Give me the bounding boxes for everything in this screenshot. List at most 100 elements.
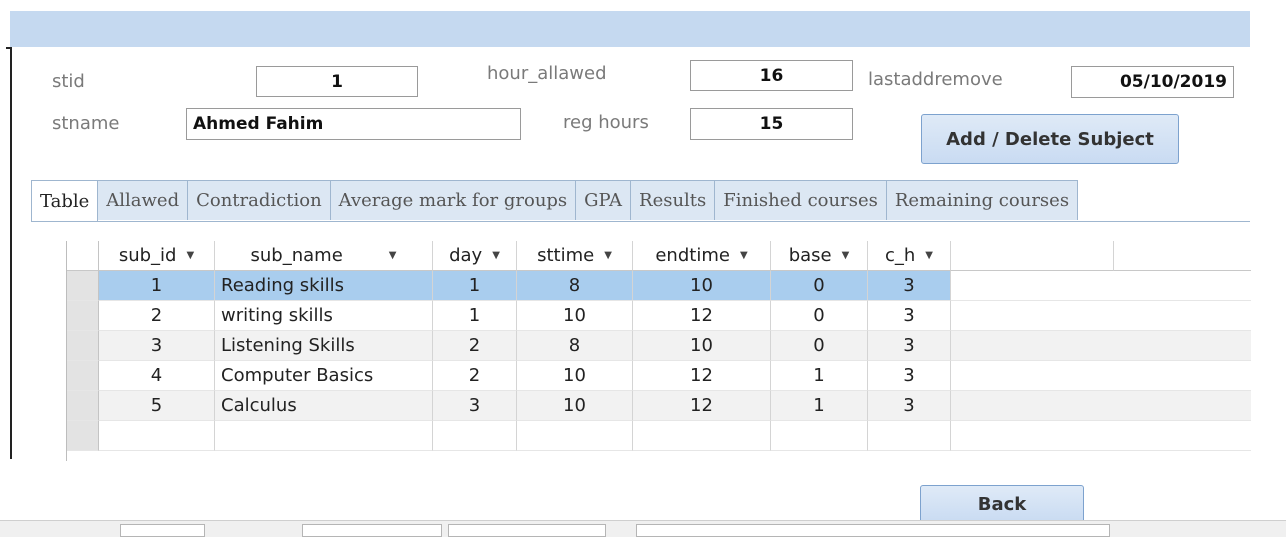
cell-endtime[interactable]: 12 [633, 301, 771, 331]
cell-sub-name[interactable]: Listening Skills [215, 331, 433, 361]
status-bar [0, 520, 1286, 537]
row-selector[interactable] [67, 301, 99, 331]
dropdown-arrow-icon[interactable]: ▼ [388, 250, 397, 261]
cell-sttime[interactable]: 10 [517, 361, 633, 391]
cell-day[interactable]: 2 [433, 361, 517, 391]
cell-base[interactable]: 1 [771, 391, 868, 421]
status-field [448, 524, 606, 537]
row-selector[interactable] [67, 361, 99, 391]
tab-contradiction[interactable]: Contradiction [187, 180, 331, 220]
empty-cell[interactable] [433, 421, 517, 451]
empty-cell[interactable] [868, 421, 951, 451]
row-selector[interactable] [67, 331, 99, 361]
table-row[interactable]: 1 Reading skills 1 8 10 0 3 [67, 271, 1251, 301]
table-row[interactable]: 2 writing skills 1 10 12 0 3 [67, 301, 1251, 331]
cell-sub-name[interactable]: Calculus [215, 391, 433, 421]
empty-cell[interactable] [99, 421, 215, 451]
lastaddremove-field[interactable]: 05/10/2019 [1071, 66, 1234, 98]
cell-endtime[interactable]: 10 [633, 331, 771, 361]
column-header[interactable]: sub_id ▼ [99, 241, 215, 271]
select-all-corner[interactable] [67, 241, 99, 271]
dropdown-arrow-icon[interactable]: ▼ [739, 250, 748, 261]
column-header[interactable]: sttime ▼ [517, 241, 633, 271]
cell-endtime[interactable]: 10 [633, 271, 771, 301]
tab-gpa[interactable]: GPA [575, 180, 632, 220]
tab-results[interactable]: Results [630, 180, 716, 220]
cell-base[interactable]: 0 [771, 271, 868, 301]
dropdown-arrow-icon[interactable]: ▼ [925, 250, 933, 261]
tab-finished-courses[interactable]: Finished courses [714, 180, 887, 220]
cell-base[interactable]: 0 [771, 331, 868, 361]
tab-remaining-courses[interactable]: Remaining courses [885, 180, 1079, 220]
datasheet-grid: sub_id ▼ sub_name ▼ day ▼ sttime ▼ endtime ▼ … [66, 241, 1251, 461]
new-record-row[interactable] [67, 421, 1251, 451]
tab-table[interactable]: Table [31, 180, 99, 222]
cell-sttime[interactable]: 10 [517, 391, 633, 421]
stname-field[interactable]: Ahmed Fahim [186, 108, 521, 140]
add-delete-subject-button[interactable]: Add / Delete Subject [921, 114, 1179, 164]
hour-allawed-field[interactable]: 16 [690, 60, 853, 91]
cell-sub-id[interactable]: 5 [99, 391, 215, 421]
reg-hours-label: reg hours [563, 112, 649, 133]
empty-column [1114, 241, 1251, 271]
empty-cell [951, 271, 1251, 301]
cell-c-h[interactable]: 3 [868, 361, 951, 391]
cell-day[interactable]: 3 [433, 391, 517, 421]
stid-field[interactable]: 1 [256, 66, 418, 97]
cell-sub-id[interactable]: 1 [99, 271, 215, 301]
dropdown-arrow-icon[interactable]: ▼ [492, 250, 500, 261]
dropdown-arrow-icon[interactable]: ▼ [841, 250, 850, 261]
cell-sttime[interactable]: 8 [517, 271, 633, 301]
reg-hours-field[interactable]: 15 [690, 108, 853, 140]
cell-sub-id[interactable]: 4 [99, 361, 215, 391]
tab-divider [31, 221, 1250, 222]
table-row[interactable]: 3 Listening Skills 2 8 10 0 3 [67, 331, 1251, 361]
table-row[interactable]: 4 Computer Basics 2 10 12 1 3 [67, 361, 1251, 391]
empty-cell [951, 421, 1251, 451]
stname-label: stname [52, 113, 120, 134]
cell-base[interactable]: 1 [771, 361, 868, 391]
cell-day[interactable]: 1 [433, 301, 517, 331]
cell-endtime[interactable]: 12 [633, 361, 771, 391]
column-header[interactable]: endtime ▼ [633, 241, 771, 271]
empty-cell[interactable] [771, 421, 868, 451]
column-header[interactable]: base ▼ [771, 241, 868, 271]
cell-sub-id[interactable]: 3 [99, 331, 215, 361]
cell-sttime[interactable]: 8 [517, 331, 633, 361]
table-row[interactable]: 5 Calculus 3 10 12 1 3 [67, 391, 1251, 421]
cell-sub-name[interactable]: writing skills [215, 301, 433, 331]
empty-cell[interactable] [517, 421, 633, 451]
empty-cell [951, 361, 1251, 391]
form-header-bar [10, 11, 1250, 47]
row-selector[interactable] [67, 391, 99, 421]
cell-sub-id[interactable]: 2 [99, 301, 215, 331]
tab-average-mark[interactable]: Average mark for groups [329, 180, 577, 220]
cell-sttime[interactable]: 10 [517, 301, 633, 331]
status-field [636, 524, 1110, 537]
cell-sub-name[interactable]: Computer Basics [215, 361, 433, 391]
cell-c-h[interactable]: 3 [868, 331, 951, 361]
cell-endtime[interactable]: 12 [633, 391, 771, 421]
dropdown-arrow-icon[interactable]: ▼ [186, 250, 195, 261]
cell-c-h[interactable]: 3 [868, 271, 951, 301]
column-header[interactable]: sub_name ▼ [215, 241, 433, 271]
cell-c-h[interactable]: 3 [868, 301, 951, 331]
cell-c-h[interactable]: 3 [868, 391, 951, 421]
dropdown-arrow-icon[interactable]: ▼ [604, 250, 612, 261]
hour-allawed-label: hour_allawed [487, 63, 607, 84]
cell-day[interactable]: 2 [433, 331, 517, 361]
back-button[interactable]: Back [920, 485, 1084, 523]
form-left-border [10, 47, 12, 459]
cell-base[interactable]: 0 [771, 301, 868, 331]
column-header[interactable]: day ▼ [433, 241, 517, 271]
empty-cell[interactable] [633, 421, 771, 451]
header-row: sub_id ▼ sub_name ▼ day ▼ sttime ▼ endtime ▼ … [67, 241, 1251, 271]
empty-cell[interactable] [215, 421, 433, 451]
column-header[interactable]: c_h ▼ [868, 241, 951, 271]
stid-label: stid [52, 71, 85, 92]
cell-sub-name[interactable]: Reading skills [215, 271, 433, 301]
cell-day[interactable]: 1 [433, 271, 517, 301]
row-selector[interactable] [67, 271, 99, 301]
tab-allawed[interactable]: Allawed [97, 180, 189, 220]
row-selector[interactable] [67, 421, 99, 451]
